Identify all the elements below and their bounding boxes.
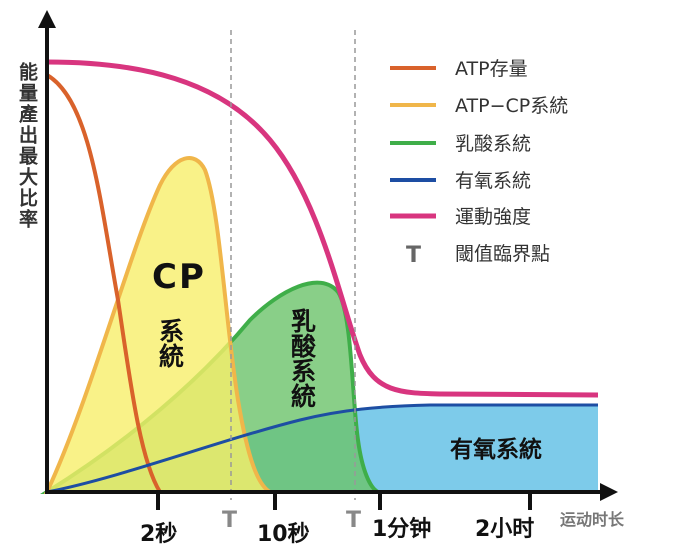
legend-label: 運動強度 [455, 206, 531, 228]
x-axis-label: 运动时长 [560, 510, 625, 529]
cp-label: CP [152, 257, 206, 297]
legend-label: ATP存量 [455, 58, 528, 80]
y-axis-label: 能量產出最大比率 [16, 61, 38, 230]
intensity-curve [46, 59, 599, 398]
aerobic-label: 有氧系統 [450, 436, 542, 463]
aerobic-curve [46, 403, 598, 494]
legend-threshold-symbol: T [406, 243, 421, 268]
tick-label: 10秒 [257, 522, 310, 547]
tick-label: 2小时 [475, 517, 534, 542]
cp-system-label: 系統 [156, 318, 185, 369]
atp-curve [45, 73, 162, 494]
tick-label: 2秒 [140, 522, 177, 547]
cp-area [43, 156, 278, 494]
threshold-label: T [222, 508, 237, 533]
legend-label: ATP−CP系統 [455, 95, 568, 117]
tick-label: 1分钟 [372, 516, 431, 542]
y-axis-arrow [38, 10, 56, 28]
legend-label: 有氧系統 [455, 170, 531, 192]
threshold-label: T [346, 508, 361, 533]
x-axis-arrow [600, 483, 618, 501]
lactic-label: 乳酸系統 [288, 307, 317, 409]
legend: ATP存量 ATP−CP系統 乳酸系統 有氧系統 運動強度 T 閾值臨界點 [390, 58, 568, 268]
legend-label: 閾值臨界點 [455, 243, 550, 265]
legend-label: 乳酸系統 [455, 133, 531, 155]
